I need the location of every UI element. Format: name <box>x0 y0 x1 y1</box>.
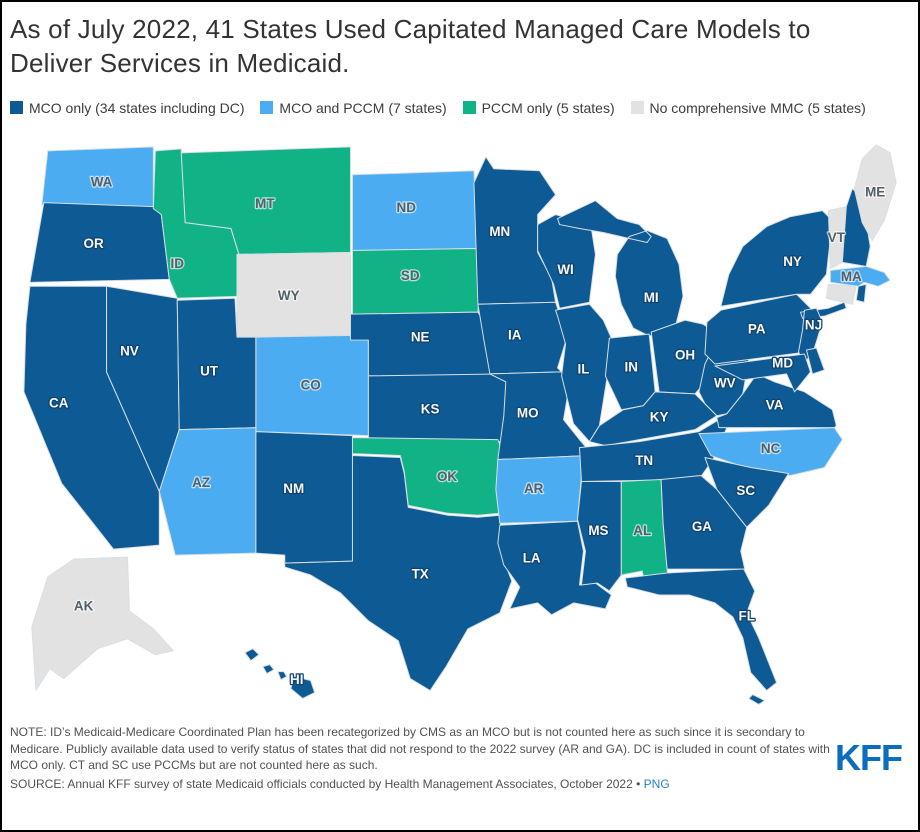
kff-logo[interactable]: KFF <box>835 737 903 779</box>
state-hi[interactable] <box>244 647 316 699</box>
legend-item-mco-pccm: MCO and PCCM (7 states) <box>260 99 447 116</box>
legend: MCO only (34 states including DC) MCO an… <box>10 97 910 119</box>
state-ia[interactable] <box>477 301 567 375</box>
source-text: SOURCE: Annual KFF survey of state Medic… <box>10 776 633 791</box>
state-in[interactable] <box>604 333 656 410</box>
state-shapes <box>23 144 897 705</box>
state-md[interactable] <box>714 353 811 392</box>
state-nc[interactable] <box>698 426 843 476</box>
figure-title: As of July 2022, 41 States Used Capitate… <box>10 14 811 79</box>
legend-swatch-pccm-only <box>462 100 476 114</box>
state-ak[interactable] <box>31 556 174 691</box>
legend-item-mco-only: MCO only (34 states including DC) <box>10 100 245 116</box>
state-ne[interactable] <box>349 311 503 377</box>
state-ks[interactable] <box>367 373 513 444</box>
legend-item-pccm-only: PCCM only (5 states) <box>462 99 615 116</box>
state-mi[interactable] <box>557 199 684 337</box>
state-la[interactable] <box>497 520 612 615</box>
state-az[interactable] <box>158 426 257 556</box>
state-ma[interactable] <box>829 265 891 287</box>
state-ct[interactable] <box>825 283 857 305</box>
state-va[interactable] <box>716 373 837 428</box>
state-ny[interactable] <box>720 209 847 319</box>
state-sc[interactable] <box>704 456 790 528</box>
legend-label-no-mmc: No comprehensive MMC (5 states) <box>649 99 866 116</box>
legend-swatch-no-mmc <box>630 100 644 114</box>
state-co[interactable] <box>255 334 369 436</box>
state-tx[interactable] <box>284 454 513 691</box>
state-ar[interactable] <box>495 454 590 524</box>
legend-label-mco-only: MCO only (34 states including DC) <box>29 99 245 116</box>
legend-label-pccm-only: PCCM only (5 states) <box>481 99 615 116</box>
state-me[interactable] <box>853 144 897 241</box>
png-link[interactable]: PNG <box>643 776 670 791</box>
legend-label-mco-pccm: MCO and PCCM (7 states) <box>279 99 447 116</box>
state-ri[interactable] <box>855 283 867 303</box>
state-wy[interactable] <box>236 251 351 339</box>
state-ga[interactable] <box>660 474 748 570</box>
legend-swatch-mco-pccm <box>260 100 274 114</box>
state-wa[interactable] <box>41 146 154 211</box>
state-nd[interactable] <box>351 169 479 251</box>
note-text: NOTE: ID’s Medicaid-Medicare Coordinated… <box>10 725 830 773</box>
state-or[interactable] <box>29 201 170 283</box>
state-nm[interactable] <box>255 430 353 564</box>
separator-dot: • <box>636 776 641 791</box>
us-choropleth-map: WA OR CA NV ID MT WY UT CO AZ NM ND SD N… <box>23 144 897 705</box>
footnotes: NOTE: ID’s Medicaid-Medicare Coordinated… <box>10 724 835 792</box>
state-de[interactable] <box>805 347 825 375</box>
footer: NOTE: ID’s Medicaid-Medicare Coordinated… <box>2 724 918 792</box>
state-ky[interactable] <box>588 390 718 446</box>
legend-swatch-mco-only <box>10 100 23 114</box>
state-ms[interactable] <box>576 480 622 592</box>
state-fl[interactable] <box>624 568 778 705</box>
state-sd[interactable] <box>351 247 483 315</box>
legend-item-no-mmc: No comprehensive MMC (5 states) <box>630 99 866 116</box>
source-line: SOURCE: Annual KFF survey of state Medic… <box>10 776 835 793</box>
